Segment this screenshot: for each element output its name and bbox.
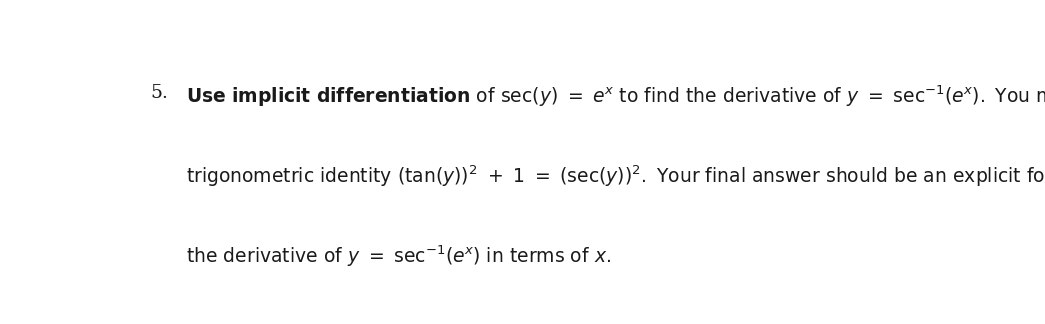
Text: $\rm{trigonometric\ identity\ (tan(}$$\it{y}$$\rm{))^{2}\ +\ 1\ =\ (sec(}$$\it{y: $\rm{trigonometric\ identity\ (tan(}$$\i… (186, 164, 1045, 189)
Text: 5.: 5. (150, 84, 168, 102)
Text: $\rm{the\ derivative\ of\ }$$\it{y}$$\rm{\ =\ sec}$$^{-1}$$\rm{(}$$\it{e}$$^{\it: $\rm{the\ derivative\ of\ }$$\it{y}$$\rm… (186, 243, 610, 269)
Text: $\mathbf{Use\ implicit\ differentiation}$$\rm{\ of\ sec(}$$\it{y}$$\rm{)\ =\ }$$: $\mathbf{Use\ implicit\ differentiation}… (186, 84, 1045, 109)
